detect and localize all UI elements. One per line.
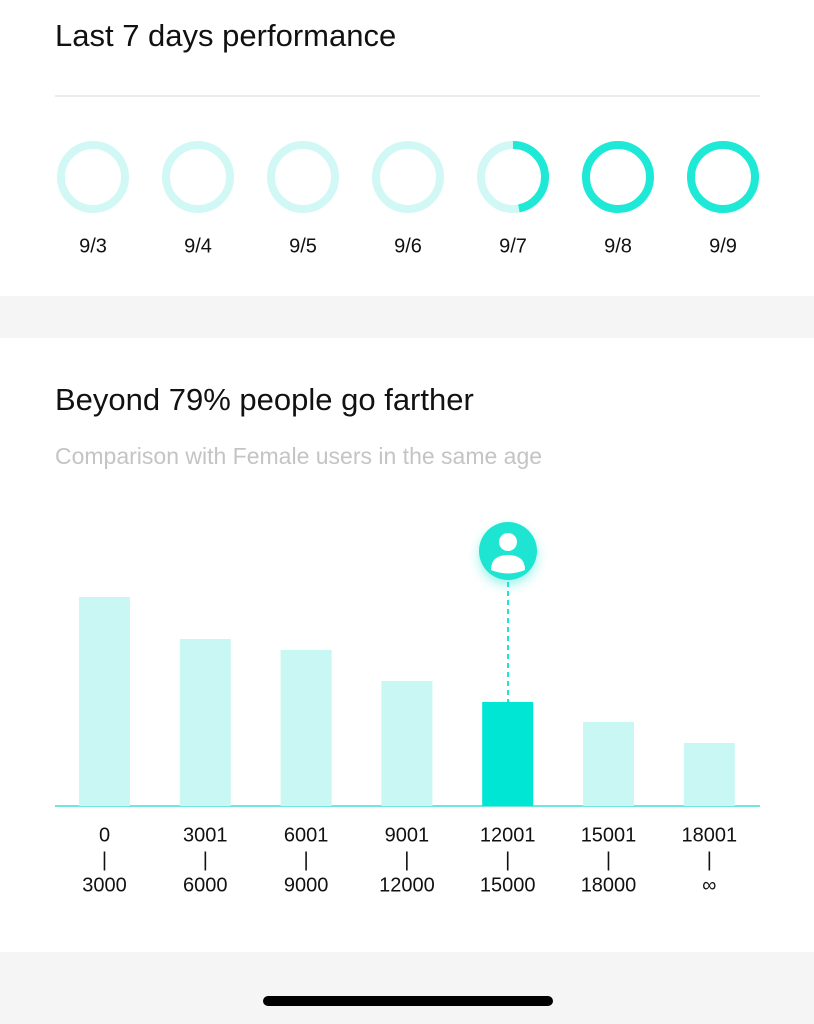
bar <box>381 681 433 806</box>
range-label: 9001 <box>385 824 430 846</box>
range-label: | <box>102 849 107 871</box>
ring-progress <box>477 141 549 213</box>
range-label: ∞ <box>702 874 716 896</box>
day-label: 9/5 <box>289 235 317 257</box>
day-label: 9/8 <box>604 235 632 257</box>
comparison-card <box>0 338 814 952</box>
ring-track <box>57 141 129 213</box>
day-label: 9/9 <box>709 235 737 257</box>
bar <box>79 597 130 806</box>
bar <box>280 650 332 806</box>
ring-track <box>372 141 444 213</box>
range-label: 3000 <box>82 874 127 896</box>
range-label: | <box>203 849 208 871</box>
ring-track <box>162 141 234 213</box>
range-label: | <box>707 849 712 871</box>
ring-progress <box>582 141 654 213</box>
day-label: 9/4 <box>184 235 212 257</box>
range-label: 15000 <box>480 874 536 896</box>
range-label: | <box>404 849 409 871</box>
ring-track <box>267 141 339 213</box>
bar <box>179 639 231 806</box>
day-label: 9/7 <box>499 235 527 257</box>
section-title: Beyond 79% people go farther <box>55 382 474 417</box>
bar <box>482 702 534 806</box>
range-label: 12000 <box>379 874 435 896</box>
range-label: 3001 <box>183 824 228 846</box>
day-label: 9/3 <box>79 235 107 257</box>
range-label: 18001 <box>681 824 737 846</box>
range-label: | <box>303 849 308 871</box>
bar <box>583 722 634 806</box>
range-label: 18000 <box>581 874 637 896</box>
day-label: 9/6 <box>394 235 422 257</box>
range-label: 12001 <box>480 824 536 846</box>
range-label: 6001 <box>284 824 329 846</box>
range-label: | <box>505 849 510 871</box>
home-indicator <box>263 996 553 1006</box>
range-label: 0 <box>99 824 110 846</box>
range-label: 9000 <box>284 874 329 896</box>
section-title: Last 7 days performance <box>55 18 396 53</box>
range-label: 6000 <box>183 874 228 896</box>
user-marker <box>479 522 537 584</box>
bar <box>683 743 735 806</box>
ring-progress <box>687 141 759 213</box>
range-label: 15001 <box>581 824 637 846</box>
section-subtitle: Comparison with Female users in the same… <box>55 443 542 469</box>
range-label: | <box>606 849 611 871</box>
